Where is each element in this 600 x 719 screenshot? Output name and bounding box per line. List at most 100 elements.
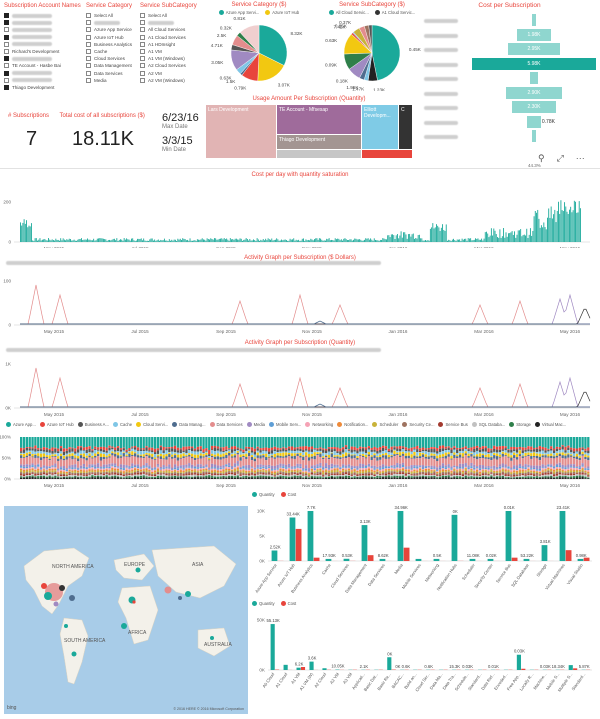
stack-segment xyxy=(274,466,276,469)
subcategory-pie-chart[interactable]: 0.45K1.23K1.47K1.95K0.18K0.09K0.63K7.42K… xyxy=(316,15,428,91)
treemap-cell[interactable] xyxy=(362,150,412,158)
slicer-item[interactable] xyxy=(4,34,80,41)
stack-segment xyxy=(581,449,583,450)
checkbox[interactable] xyxy=(140,78,145,83)
slicer-item[interactable]: Data Services xyxy=(86,70,138,77)
funnel-bar[interactable]: 1.98K xyxy=(517,29,552,41)
slicer-item[interactable] xyxy=(140,19,198,26)
slicer-item[interactable]: TE Account - Hasbe Bai xyxy=(4,62,80,69)
slicer-item[interactable]: A2 VM xyxy=(140,70,198,77)
checkbox[interactable] xyxy=(140,13,145,18)
slicer-item[interactable] xyxy=(4,70,80,77)
checkbox[interactable] xyxy=(4,71,9,76)
slicer-item[interactable]: Thiago Development xyxy=(4,84,80,91)
slicer-item[interactable]: A1 HDInsight xyxy=(140,41,198,48)
treemap[interactable]: Lars Development TE Account - Mfsesap El… xyxy=(206,105,412,158)
checkbox[interactable] xyxy=(140,35,145,40)
funnel-bar[interactable] xyxy=(532,130,537,142)
slicer-item[interactable]: Richard's Development xyxy=(4,48,80,55)
checkbox[interactable] xyxy=(4,56,9,61)
treemap-cell[interactable]: C xyxy=(399,105,412,149)
checkbox[interactable] xyxy=(140,27,145,32)
slicer-item[interactable]: A1 Cloud Services xyxy=(140,34,198,41)
focus-mode-icon[interactable]: ⤢ xyxy=(557,153,564,164)
slicer-item[interactable]: A1 VM xyxy=(140,48,198,55)
slicer-item[interactable]: Select All xyxy=(140,12,198,19)
slicer-item[interactable] xyxy=(4,55,80,62)
funnel-bar[interactable] xyxy=(530,72,537,84)
funnel-bar[interactable]: 2.30K xyxy=(512,101,557,113)
more-options-icon[interactable]: ··· xyxy=(576,153,585,164)
chart1-bar xyxy=(554,210,555,242)
slicer-item[interactable] xyxy=(4,26,80,33)
slicer-item[interactable]: Azure App Service xyxy=(86,26,138,33)
slicer-item[interactable]: A1 VM (Windows) xyxy=(140,55,198,62)
category-pie-chart[interactable]: 8.32K3.07K0.79K1.5K0.63K3.05K4.71K2.5K0.… xyxy=(204,15,314,91)
checkbox[interactable] xyxy=(86,35,91,40)
checkbox[interactable] xyxy=(86,13,91,18)
slicer-item[interactable]: Cache xyxy=(86,48,138,55)
checkbox[interactable] xyxy=(86,27,91,32)
funnel-bar[interactable]: 2.95K xyxy=(508,43,560,55)
treemap-cell[interactable]: Elliott Developm... xyxy=(362,105,398,149)
slicer-item[interactable] xyxy=(4,12,80,19)
stack-segment xyxy=(191,473,193,474)
slicer-item[interactable]: A2 VM (Windows) xyxy=(140,77,198,84)
checkbox[interactable] xyxy=(86,20,91,25)
stack-segment xyxy=(396,474,398,476)
funnel-bar[interactable]: 0.78K xyxy=(527,116,542,128)
slicer-item[interactable] xyxy=(4,41,80,48)
checkbox[interactable] xyxy=(86,78,91,83)
slicer-item[interactable]: Data Management xyxy=(86,62,138,69)
stack-segment xyxy=(559,450,561,451)
checkbox[interactable] xyxy=(140,63,145,68)
pin-icon[interactable]: ⚲ xyxy=(538,153,545,164)
treemap-cell[interactable] xyxy=(277,150,361,158)
stack-segment xyxy=(49,459,51,460)
checkbox[interactable] xyxy=(4,85,9,90)
treemap-cell[interactable]: TE Account - Mfsesap xyxy=(277,105,361,134)
funnel-bar[interactable]: 5.98K xyxy=(472,58,596,70)
slicer-item[interactable]: Select All xyxy=(86,12,138,19)
checkbox[interactable] xyxy=(4,20,9,25)
funnel-bar[interactable] xyxy=(532,14,537,26)
slicer-item[interactable] xyxy=(86,19,138,26)
checkbox[interactable] xyxy=(4,49,9,54)
funnel-chart[interactable]: 1.98K 2.95K 5.98K 2.90K 2.30K 0.78K xyxy=(422,14,597,144)
checkbox[interactable] xyxy=(140,49,145,54)
checkbox[interactable] xyxy=(4,42,9,47)
slicer-item[interactable]: Media xyxy=(86,77,138,84)
checkbox[interactable] xyxy=(4,13,9,18)
checkbox[interactable] xyxy=(86,49,91,54)
checkbox[interactable] xyxy=(86,56,91,61)
checkbox[interactable] xyxy=(4,27,9,32)
checkbox[interactable] xyxy=(86,71,91,76)
slicer-item[interactable]: All Cloud Services xyxy=(140,26,198,33)
checkbox[interactable] xyxy=(4,78,9,83)
checkbox[interactable] xyxy=(140,20,145,25)
slicer-item[interactable]: A2 Cloud Services xyxy=(140,62,198,69)
slicer-item[interactable] xyxy=(4,77,80,84)
funnel-bar[interactable]: 2.90K xyxy=(506,87,562,99)
checkbox[interactable] xyxy=(4,63,9,68)
checkbox[interactable] xyxy=(140,56,145,61)
slicer-item[interactable]: Cloud Services xyxy=(86,55,138,62)
checkbox[interactable] xyxy=(86,63,91,68)
slicer-item[interactable] xyxy=(4,19,80,26)
checkbox[interactable] xyxy=(140,42,145,47)
stack-segment xyxy=(83,478,85,479)
slicer-item[interactable]: Business Analytics xyxy=(86,41,138,48)
slicer-item[interactable]: Azure IoT Hub xyxy=(86,34,138,41)
checkbox[interactable] xyxy=(86,42,91,47)
treemap-cell[interactable]: Lars Development xyxy=(206,105,276,158)
treemap-cell[interactable]: Thiago Development xyxy=(277,135,361,149)
checkbox[interactable] xyxy=(140,71,145,76)
map[interactable]: ASIA NORTH AMERICA EUROPE AFRICA SOUTH A… xyxy=(4,506,248,714)
checkbox[interactable] xyxy=(4,35,9,40)
